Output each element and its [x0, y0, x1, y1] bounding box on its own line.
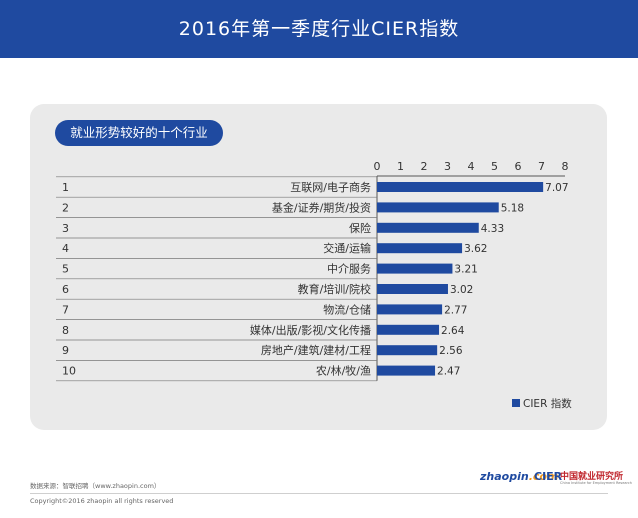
rank-label: 4 — [62, 242, 69, 255]
rank-label: 8 — [62, 324, 69, 337]
data-label: 3.02 — [450, 284, 473, 296]
category-label: 交通/运输 — [323, 241, 371, 255]
x-tick-label: 3 — [444, 160, 451, 173]
section-pill: 就业形势较好的十个行业 — [55, 120, 223, 146]
bar — [377, 324, 440, 335]
chart-panel — [30, 104, 607, 430]
x-tick-label: 8 — [562, 160, 569, 173]
bar — [377, 243, 463, 254]
data-label: 4.33 — [481, 223, 504, 235]
bar — [377, 182, 544, 192]
data-label: 7.07 — [545, 182, 568, 194]
data-label: 2.47 — [437, 366, 460, 378]
rank-label: 7 — [62, 303, 69, 316]
legend-label: CIER 指数 — [523, 397, 572, 410]
x-tick-label: 4 — [468, 160, 475, 173]
legend-swatch — [512, 399, 520, 407]
category-label: 媒体/出版/影视/文化传播 — [250, 323, 371, 337]
category-label: 基金/证券/期货/投资 — [272, 200, 371, 214]
rank-label: 9 — [62, 344, 69, 357]
copyright-note: Copyright©2016 zhaopin all rights reserv… — [30, 497, 174, 505]
data-label: 2.64 — [441, 325, 465, 337]
data-label: 3.62 — [464, 243, 487, 255]
bar — [377, 345, 438, 356]
category-label: 保险 — [349, 221, 371, 235]
x-tick-label: 2 — [421, 160, 428, 173]
cier-logo-en: China Institute for Employment Research — [560, 481, 633, 485]
x-tick-label: 1 — [397, 160, 404, 173]
zhaopin-logo: zhaopin.com — [480, 470, 559, 483]
header-banner — [0, 0, 638, 58]
cier-logo-cn: 中国就业研究所 — [560, 472, 624, 482]
category-label: 农/林/牧/渔 — [316, 364, 371, 378]
rank-label: 5 — [62, 263, 69, 276]
data-source-note: 数据来源：智联招聘（www.zhaopin.com） — [30, 482, 161, 490]
cier-logo: CIER — [534, 470, 563, 483]
bar — [377, 222, 479, 233]
rank-label: 2 — [62, 201, 69, 214]
category-label: 房地产/建筑/建材/工程 — [261, 343, 371, 357]
x-tick-label: 5 — [491, 160, 498, 173]
category-label: 互联网/电子商务 — [290, 180, 371, 194]
bar — [377, 284, 448, 294]
x-tick-label: 6 — [515, 160, 522, 173]
bar — [377, 263, 453, 274]
data-label: 3.21 — [454, 264, 477, 276]
data-label: 5.18 — [501, 202, 524, 214]
rank-label: 1 — [62, 181, 69, 194]
data-label: 2.56 — [439, 345, 463, 357]
category-label: 中介服务 — [327, 263, 371, 276]
category-label: 教育/培训/院校 — [298, 282, 371, 296]
rank-label: 10 — [62, 365, 76, 378]
data-label: 2.77 — [444, 304, 467, 316]
category-label: 物流/仓储 — [323, 302, 371, 316]
x-tick-label: 0 — [374, 160, 381, 173]
bar — [377, 365, 436, 376]
bar — [377, 304, 443, 315]
rank-label: 3 — [62, 222, 69, 235]
page-title: 2016年第一季度行业CIER指数 — [178, 18, 460, 40]
x-tick-label: 7 — [538, 160, 545, 173]
bar — [377, 202, 499, 213]
footer-divider — [30, 493, 608, 494]
rank-label: 6 — [62, 283, 69, 296]
